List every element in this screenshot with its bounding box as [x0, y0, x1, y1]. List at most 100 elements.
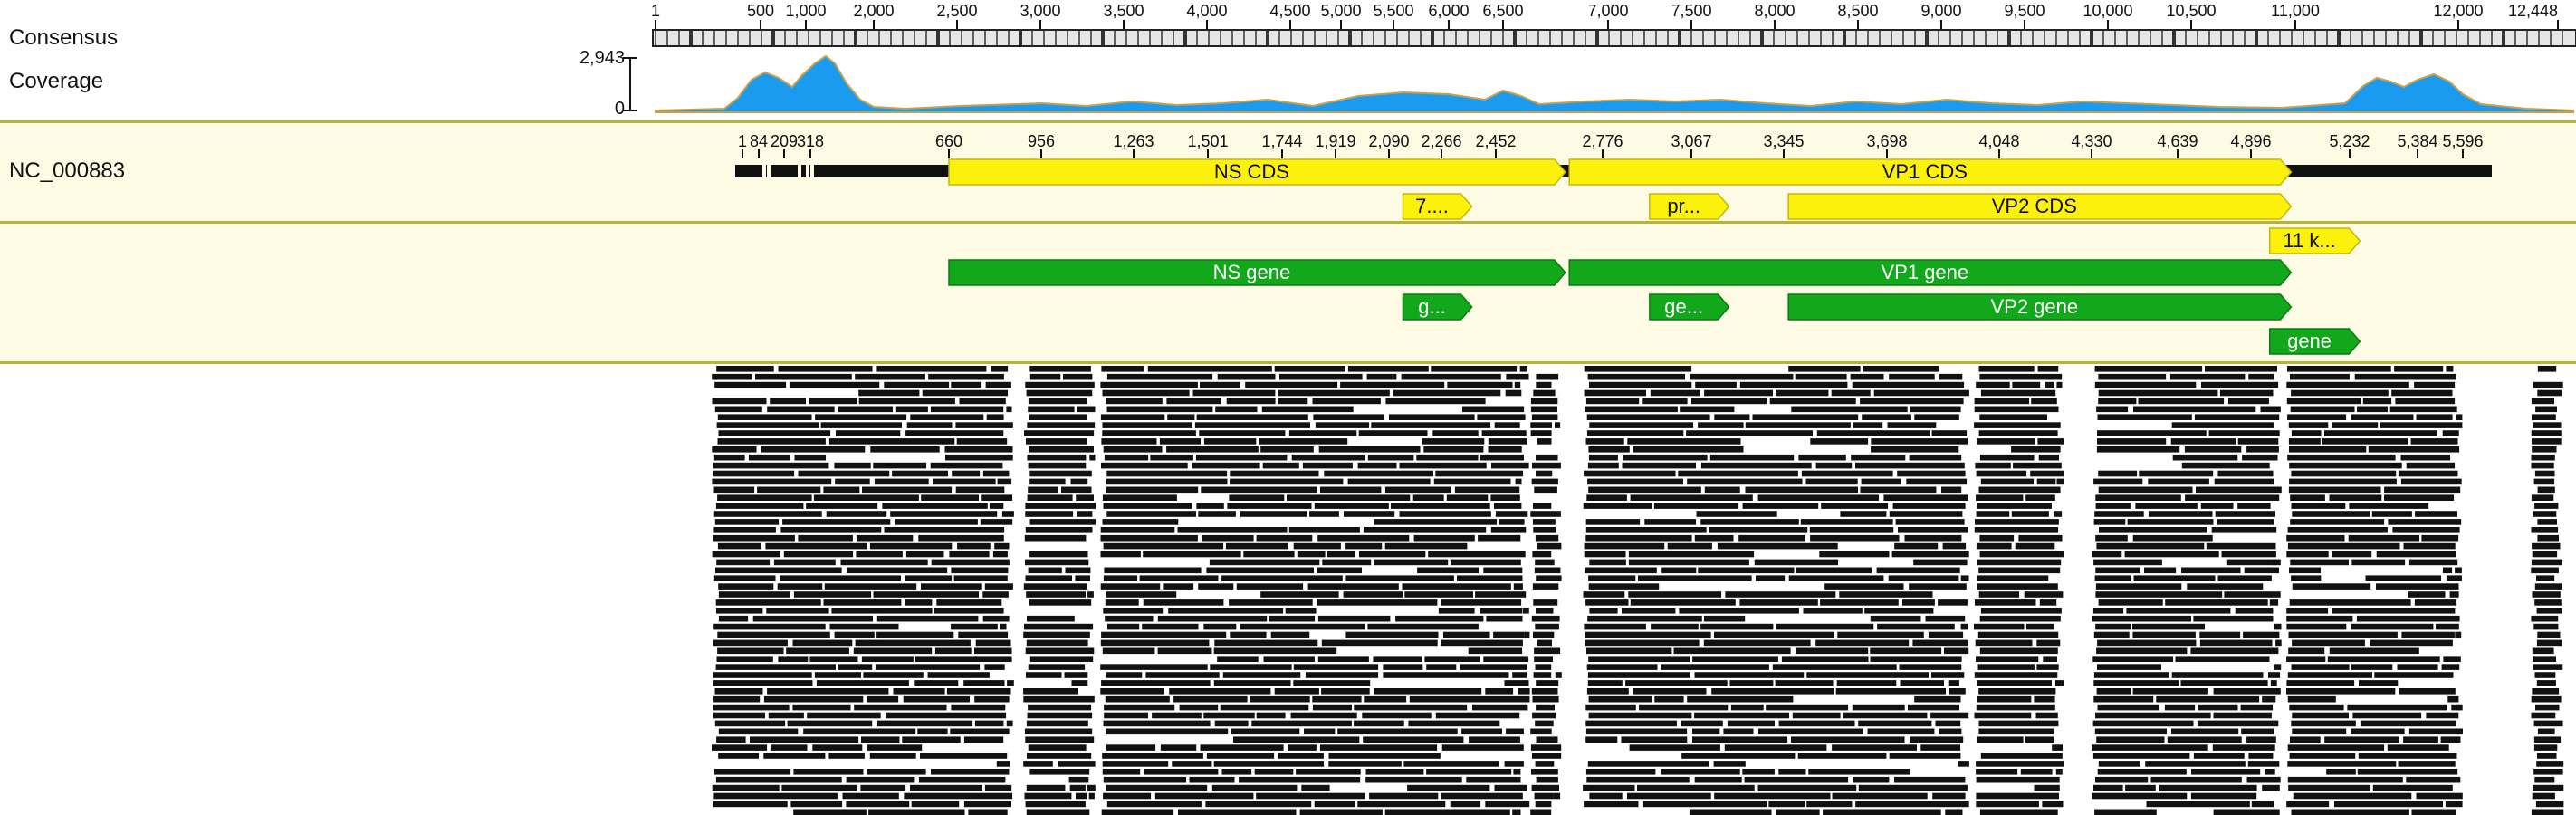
- read-alignment[interactable]: [2370, 639, 2453, 647]
- read-alignment[interactable]: [2403, 542, 2456, 550]
- read-alignment[interactable]: [2164, 704, 2196, 711]
- read-alignment[interactable]: [974, 695, 1010, 703]
- read-alignment[interactable]: [1974, 527, 2059, 533]
- read-alignment[interactable]: [1026, 639, 1088, 647]
- read-alignment[interactable]: [1723, 728, 1754, 735]
- read-alignment[interactable]: [1245, 381, 1338, 388]
- read-alignment[interactable]: [1481, 430, 1527, 436]
- read-alignment[interactable]: [2097, 430, 2207, 436]
- read-alignment[interactable]: [2092, 615, 2191, 622]
- read-alignment[interactable]: [906, 422, 953, 428]
- read-alignment[interactable]: [1299, 809, 1383, 815]
- read-alignment[interactable]: [1309, 511, 1339, 517]
- read-alignment[interactable]: [713, 801, 788, 808]
- read-alignment[interactable]: [1796, 647, 1869, 655]
- read-alignment[interactable]: [2532, 551, 2558, 558]
- read-alignment[interactable]: [1028, 664, 1086, 670]
- read-alignment[interactable]: [2196, 486, 2282, 494]
- read-alignment[interactable]: [2533, 478, 2555, 485]
- read-alignment[interactable]: [752, 615, 873, 622]
- read-alignment[interactable]: [1894, 776, 1966, 783]
- read-alignment[interactable]: [1177, 527, 1288, 533]
- read-alignment[interactable]: [2351, 728, 2405, 735]
- read-alignment[interactable]: [2421, 534, 2459, 542]
- read-alignment[interactable]: [1585, 720, 1677, 727]
- read-alignment[interactable]: [1837, 631, 1924, 638]
- read-alignment[interactable]: [1583, 591, 1625, 598]
- read-alignment[interactable]: [2360, 720, 2456, 727]
- read-alignment[interactable]: [2169, 373, 2246, 380]
- read-alignment[interactable]: [1347, 366, 1429, 372]
- read-alignment[interactable]: [1898, 527, 1968, 533]
- read-alignment[interactable]: [2171, 422, 2274, 428]
- read-alignment[interactable]: [2043, 656, 2057, 662]
- read-alignment[interactable]: [982, 470, 1010, 477]
- read-alignment[interactable]: [2093, 695, 2154, 703]
- read-alignment[interactable]: [1944, 647, 1969, 655]
- read-alignment[interactable]: [1928, 631, 1964, 638]
- read-alignment[interactable]: [2288, 647, 2325, 655]
- read-alignment[interactable]: [869, 542, 953, 550]
- read-alignment[interactable]: [1533, 599, 1558, 606]
- read-alignment[interactable]: [1100, 551, 1141, 558]
- read-alignment[interactable]: [1367, 623, 1479, 630]
- read-alignment[interactable]: [1976, 656, 2039, 662]
- read-alignment[interactable]: [927, 672, 990, 678]
- read-alignment[interactable]: [2533, 720, 2563, 727]
- annotation-gene[interactable]: gene: [2269, 328, 2361, 355]
- read-alignment[interactable]: [2093, 680, 2179, 686]
- read-alignment[interactable]: [1166, 446, 1259, 453]
- read-alignment[interactable]: [2354, 373, 2456, 380]
- read-alignment[interactable]: [950, 728, 1010, 735]
- read-alignment[interactable]: [1979, 414, 2047, 420]
- read-alignment[interactable]: [1739, 599, 1818, 606]
- read-alignment[interactable]: [1530, 422, 1552, 428]
- read-alignment[interactable]: [876, 615, 979, 622]
- read-alignment[interactable]: [1584, 623, 1646, 630]
- read-alignment[interactable]: [2095, 494, 2181, 501]
- read-alignment[interactable]: [1213, 761, 1325, 767]
- read-alignment[interactable]: [1225, 542, 1288, 550]
- annotation-cds[interactable]: VP2 CDS: [1787, 193, 2293, 220]
- read-alignment[interactable]: [2132, 534, 2213, 542]
- read-alignment[interactable]: [862, 486, 953, 494]
- read-alignment[interactable]: [1698, 567, 1795, 574]
- read-alignment[interactable]: [2221, 551, 2276, 558]
- read-alignment[interactable]: [2531, 398, 2554, 405]
- read-alignment[interactable]: [1312, 695, 1362, 703]
- read-alignment[interactable]: [1105, 599, 1139, 606]
- read-alignment[interactable]: [922, 389, 1008, 397]
- read-alignment[interactable]: [1139, 575, 1219, 581]
- read-alignment[interactable]: [846, 801, 910, 808]
- read-alignment[interactable]: [750, 736, 859, 743]
- read-alignment[interactable]: [2097, 664, 2161, 670]
- read-alignment[interactable]: [1586, 688, 1629, 695]
- read-alignment[interactable]: [910, 414, 984, 420]
- read-alignment[interactable]: [820, 422, 902, 428]
- read-alignment[interactable]: [716, 422, 819, 428]
- read-alignment[interactable]: [1198, 511, 1236, 517]
- read-alignment[interactable]: [1976, 542, 2012, 550]
- read-alignment[interactable]: [2400, 478, 2462, 485]
- read-alignment[interactable]: [1680, 406, 1735, 413]
- read-alignment[interactable]: [1313, 414, 1384, 420]
- read-alignment[interactable]: [1196, 414, 1308, 420]
- read-alignment[interactable]: [2199, 631, 2241, 638]
- read-alignment[interactable]: [1365, 776, 1462, 783]
- read-alignment[interactable]: [829, 623, 899, 630]
- read-alignment[interactable]: [1490, 494, 1520, 501]
- read-alignment[interactable]: [884, 527, 1005, 533]
- read-alignment[interactable]: [1776, 389, 1829, 397]
- read-alignment[interactable]: [1536, 575, 1562, 581]
- read-alignment[interactable]: [2217, 470, 2274, 477]
- read-alignment[interactable]: [1318, 446, 1421, 453]
- read-alignment[interactable]: [2408, 559, 2458, 566]
- read-alignment[interactable]: [1894, 542, 1939, 550]
- read-alignment[interactable]: [2211, 527, 2277, 533]
- read-alignment[interactable]: [765, 542, 867, 550]
- read-alignment[interactable]: [1103, 720, 1211, 727]
- read-alignment[interactable]: [1650, 389, 1700, 397]
- read-alignment[interactable]: [2537, 534, 2559, 542]
- read-alignment[interactable]: [1695, 381, 1737, 388]
- read-alignment[interactable]: [1623, 454, 1708, 461]
